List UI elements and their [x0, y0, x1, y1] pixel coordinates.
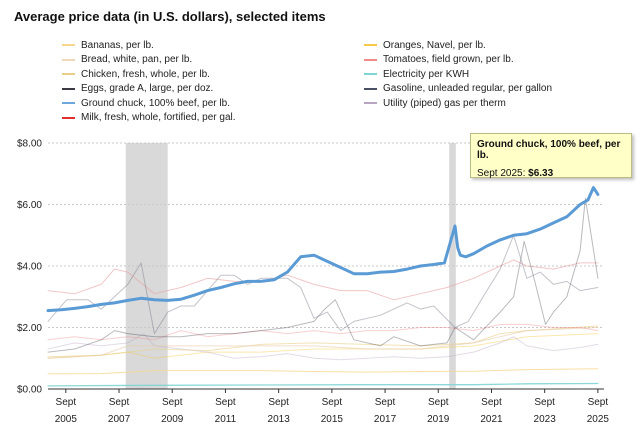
- legend-item[interactable]: Eggs, grade A, large, per doz.: [62, 82, 236, 97]
- x-tick-label-month: Sept: [268, 397, 289, 408]
- x-tick-label-month: Sept: [215, 397, 236, 408]
- legend-item[interactable]: Ground chuck, 100% beef, per lb.: [62, 96, 236, 111]
- x-tick-label-month: Sept: [322, 397, 343, 408]
- x-tick-label-month: Sept: [428, 397, 449, 408]
- series-line[interactable]: [46, 186, 600, 313]
- series-line[interactable]: [47, 382, 599, 387]
- tooltip-label: Sept 2025:: [477, 168, 526, 179]
- legend-label: Milk, fresh, whole, fortified, per gal.: [81, 112, 236, 124]
- x-tick-label-month: Sept: [588, 397, 609, 408]
- x-tick-label-year: 2009: [161, 414, 184, 425]
- series-line[interactable]: [47, 197, 599, 353]
- x-tick-label-year: 2015: [321, 414, 344, 425]
- legend-item[interactable]: Bananas, per lb.: [62, 38, 236, 53]
- x-tick-label-year: 2007: [108, 414, 131, 425]
- legend-item[interactable]: Oranges, Navel, per lb.: [364, 38, 552, 53]
- legend-swatch: [62, 73, 75, 76]
- legend-swatch: [62, 87, 75, 90]
- series-line[interactable]: [47, 333, 599, 361]
- x-tick-label-year: 2023: [534, 414, 557, 425]
- legend-item[interactable]: Milk, fresh, whole, fortified, per gal.: [62, 111, 236, 126]
- legend-label: Ground chuck, 100% beef, per lb.: [81, 97, 230, 109]
- x-tick-label-month: Sept: [481, 397, 502, 408]
- tooltip-value: $6.33: [528, 168, 554, 179]
- legend-label: Chicken, fresh, whole, per lb.: [81, 68, 210, 80]
- series-line[interactable]: [47, 323, 599, 341]
- series-line[interactable]: [47, 325, 599, 358]
- x-tick-label-year: 2025: [587, 414, 610, 425]
- legend-item[interactable]: Tomatoes, field grown, per lb.: [364, 53, 552, 68]
- legend-swatch: [62, 44, 75, 47]
- x-tick-label-month: Sept: [375, 397, 396, 408]
- legend-swatch: [62, 116, 75, 119]
- legend-left: Bananas, per lb. Bread, white, pan, per l…: [62, 38, 236, 125]
- legend-item[interactable]: Electricity per KWH: [364, 67, 552, 82]
- legend-swatch: [62, 102, 75, 105]
- series-line[interactable]: [47, 368, 599, 375]
- legend-swatch: [364, 58, 377, 61]
- series-line[interactable]: [47, 259, 599, 301]
- legend-swatch: [364, 102, 377, 105]
- y-tick-label: $6.00: [17, 200, 42, 211]
- x-tick-label-year: 2019: [427, 414, 450, 425]
- x-tick-label-year: 2011: [215, 414, 237, 425]
- legend-item[interactable]: Gasoline, unleaded regular, per gallon: [364, 82, 552, 97]
- legend-label: Gasoline, unleaded regular, per gallon: [383, 83, 553, 95]
- x-tick-label-year: 2005: [55, 414, 78, 425]
- legend-label: Tomatoes, field grown, per lb.: [383, 54, 514, 66]
- y-tick-label: $2.00: [17, 323, 42, 334]
- legend-swatch: [364, 44, 377, 47]
- x-tick-label-year: 2013: [268, 414, 291, 425]
- legend-label: Eggs, grade A, large, per doz.: [81, 83, 214, 95]
- series-line[interactable]: [47, 327, 599, 359]
- y-tick-label: $8.00: [17, 139, 42, 150]
- x-tick-label-month: Sept: [109, 397, 130, 408]
- legend-item[interactable]: Utility (piped) gas per therm: [364, 96, 552, 111]
- legend-right: Oranges, Navel, per lb. Tomatoes, field g…: [364, 38, 552, 111]
- legend-item[interactable]: Chicken, fresh, whole, per lb.: [62, 67, 236, 82]
- x-tick-label-month: Sept: [534, 397, 555, 408]
- legend-label: Utility (piped) gas per therm: [383, 97, 506, 109]
- legend-label: Bread, white, pan, per lb.: [81, 54, 193, 66]
- x-tick-label-month: Sept: [162, 397, 183, 408]
- legend-label: Electricity per KWH: [383, 68, 470, 80]
- tooltip-title: Ground chuck, 100% beef, per lb.: [477, 139, 621, 161]
- x-tick-label-year: 2017: [374, 414, 397, 425]
- legend-label: Bananas, per lb.: [81, 39, 154, 51]
- y-tick-label: $4.00: [17, 262, 42, 273]
- x-tick-label-year: 2021: [480, 414, 503, 425]
- chart-title: Average price data (in U.S. dollars), se…: [14, 9, 326, 24]
- legend-item[interactable]: Bread, white, pan, per lb.: [62, 53, 236, 68]
- hover-tooltip: Ground chuck, 100% beef, per lb. Sept 20…: [470, 133, 632, 179]
- x-tick-label-month: Sept: [56, 397, 77, 408]
- legend-swatch: [364, 73, 377, 76]
- legend-swatch: [364, 87, 377, 90]
- y-tick-label: $0.00: [17, 385, 42, 396]
- legend-swatch: [62, 58, 75, 61]
- legend-label: Oranges, Navel, per lb.: [383, 39, 486, 51]
